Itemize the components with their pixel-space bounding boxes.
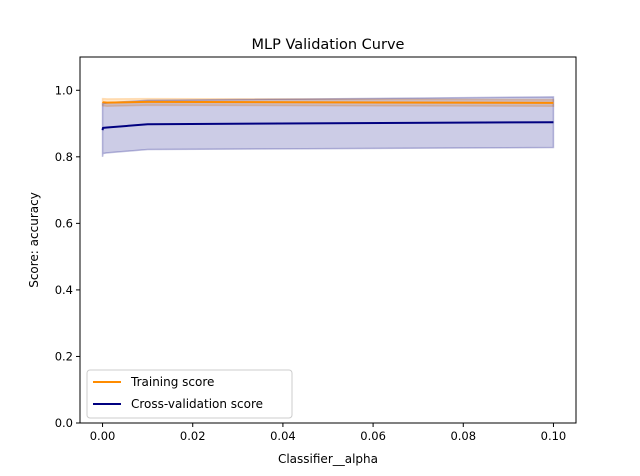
cross-validation-score-band xyxy=(101,96,555,157)
y-tick-label: 0.4 xyxy=(55,283,73,297)
x-tick-label: 0.04 xyxy=(270,429,296,443)
chart-title: MLP Validation Curve xyxy=(252,37,405,53)
legend: Training score Cross-validation score xyxy=(86,369,293,419)
cross-validation-score-line xyxy=(101,121,554,131)
legend-label: Cross-validation score xyxy=(131,397,263,411)
x-tick-label: 0.08 xyxy=(450,429,476,443)
y-tick-label: 1.0 xyxy=(55,83,73,97)
x-tick-label: 0.02 xyxy=(180,429,206,443)
x-tick-label: 0.00 xyxy=(90,429,116,443)
x-axis-label: Classifier__alpha xyxy=(278,452,378,466)
series-lines xyxy=(101,100,554,131)
training-score-line xyxy=(101,100,554,104)
x-axis-ticks: 0.00 0.02 0.04 0.06 0.08 0.10 xyxy=(90,423,567,443)
axes-frame xyxy=(79,56,577,424)
legend-label: Training score xyxy=(130,375,214,389)
y-axis-label: Score: accuracy xyxy=(27,192,41,288)
y-tick-label: 0.2 xyxy=(55,349,73,363)
x-tick-label: 0.10 xyxy=(541,429,567,443)
confidence-bands xyxy=(101,96,555,157)
x-tick-label: 0.06 xyxy=(360,429,386,443)
legend-box xyxy=(86,369,293,419)
y-tick-label: 0.6 xyxy=(55,216,73,230)
y-axis-ticks: 0.0 0.2 0.4 0.6 0.8 1.0 xyxy=(55,83,80,430)
y-tick-label: 0.8 xyxy=(55,150,73,164)
y-tick-label: 0.0 xyxy=(55,416,73,430)
